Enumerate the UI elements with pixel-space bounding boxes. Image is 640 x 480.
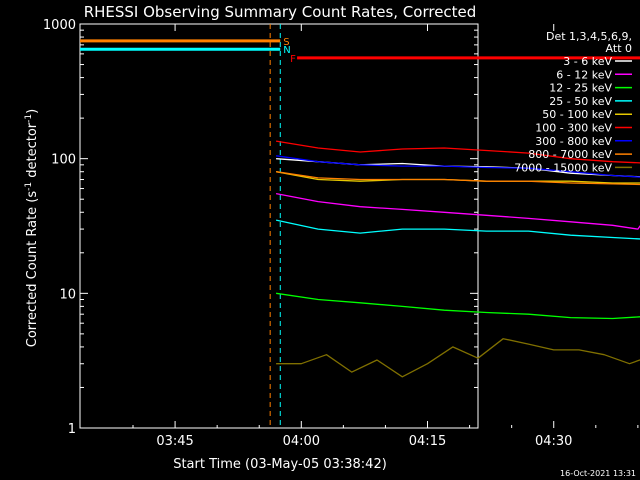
legend-label-25-50-kev: 25 - 50 keV — [549, 95, 612, 108]
plot-frame — [79, 23, 479, 429]
series-800-7000-kev — [276, 171, 640, 186]
legend-label-7000-15000-kev: 7000 - 15000 keV — [514, 161, 612, 174]
legend-label-100-300-kev: 100 - 300 keV — [535, 122, 612, 135]
flag-label: N — [283, 45, 290, 56]
flag-bars: SNF — [80, 37, 640, 65]
x-tick-label: 03:45 — [156, 434, 193, 449]
series-100-300-kev — [275, 140, 640, 164]
y-tick-label: 10 — [59, 287, 76, 302]
flag-label: F — [290, 54, 296, 65]
series-300-800-kev — [276, 155, 640, 178]
vertical-markers — [269, 24, 281, 428]
x-tick-label: 04:15 — [409, 434, 446, 449]
x-tick-label: 04:00 — [283, 434, 320, 449]
legend-label-50-100-kev: 50 - 100 keV — [542, 108, 612, 121]
y-tick-label: 100 — [51, 153, 76, 168]
legend-label-12-25-kev: 12 - 25 keV — [549, 82, 612, 95]
chart-title: RHESSI Observing Summary Count Rates, Co… — [84, 3, 477, 21]
legend-label-3-6-kev: 3 - 6 keV — [563, 55, 612, 68]
series-6-12-kev — [275, 192, 640, 230]
series-7000-15000-kev — [276, 338, 640, 378]
legend-label-300-800-kev: 300 - 800 keV — [535, 135, 612, 148]
y-axis-ticks: 1 10 100 1000 — [43, 18, 478, 437]
legend-label-800-7000-kev: 800 - 7000 keV — [528, 148, 612, 161]
series-lines — [275, 140, 640, 378]
legend-header-line-2: Att 0 — [606, 42, 632, 55]
plot-border — [79, 23, 479, 429]
series-12-25-kev — [276, 292, 640, 320]
y-tick-label: 1000 — [43, 18, 76, 33]
y-tick-label: 1 — [68, 422, 76, 437]
series-3-6-kev — [276, 158, 640, 178]
flag-label: S — [283, 37, 289, 48]
y-axis-label: Corrected Count Rate (s-1 detector-1) — [24, 109, 40, 347]
legend-label-6-12-kev: 6 - 12 keV — [556, 68, 612, 81]
timestamp: 16-Oct-2021 13:31 — [560, 469, 636, 478]
legend-header-line-1: Det 1,3,4,5,6,9, — [546, 30, 632, 43]
x-tick-label: 04:30 — [535, 434, 572, 449]
x-axis-label: Start Time (03-May-05 03:38:42) — [173, 457, 387, 472]
series-25-50-kev — [275, 219, 640, 240]
